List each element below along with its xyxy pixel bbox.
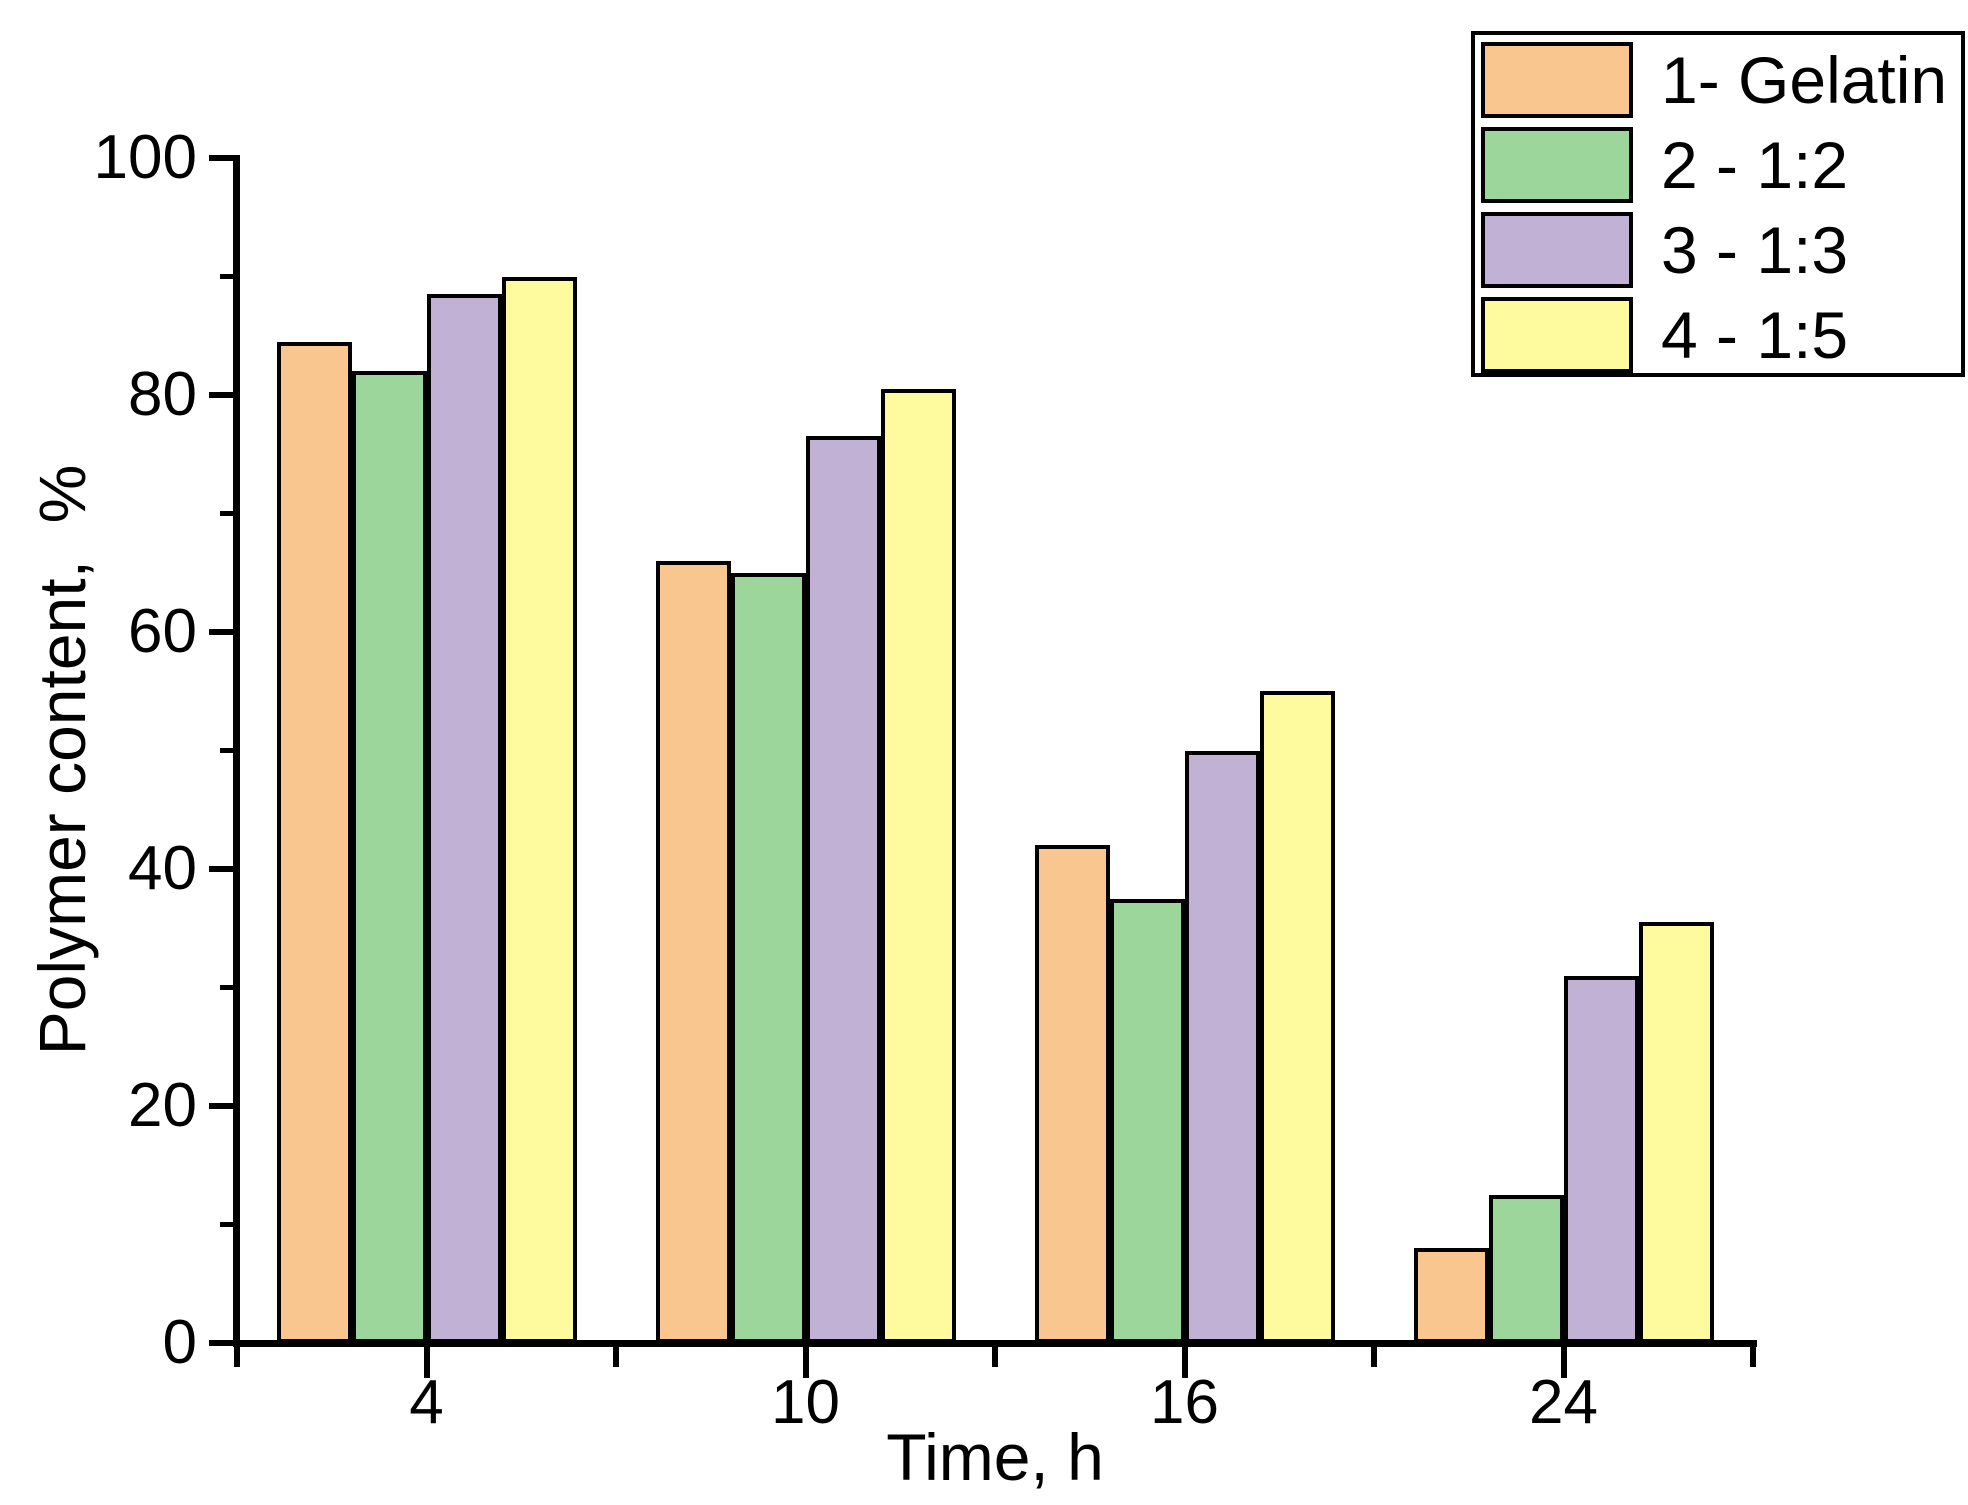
x-minor-tick xyxy=(1750,1347,1756,1367)
legend-swatch xyxy=(1481,212,1633,288)
y-tick-label: 40 xyxy=(128,834,197,903)
bar-16h-3 xyxy=(1184,750,1260,1343)
y-major-tick xyxy=(209,1103,237,1109)
y-major-tick xyxy=(209,629,237,635)
legend-label: 4 - 1:5 xyxy=(1661,298,1849,372)
legend-label: 1- Gelatin xyxy=(1661,43,1948,117)
legend-row: 4 - 1:5 xyxy=(1481,297,1961,373)
bar-16h-2 xyxy=(1109,898,1185,1343)
legend-row: 3 - 1:3 xyxy=(1481,212,1961,288)
bar-10h-3 xyxy=(805,436,881,1343)
x-major-tick xyxy=(423,1347,430,1378)
legend: 1- Gelatin 2 - 1:2 3 - 1:3 4 - 1:5 xyxy=(1471,31,1965,377)
x-tick-label: 4 xyxy=(409,1368,444,1437)
y-tick-label: 100 xyxy=(93,123,197,192)
legend-swatch xyxy=(1481,42,1633,118)
y-major-tick xyxy=(209,866,237,872)
x-major-tick xyxy=(802,1347,809,1378)
x-major-tick xyxy=(1560,1347,1567,1378)
bar-10h-4 xyxy=(880,389,956,1343)
y-tick-label: 60 xyxy=(128,597,197,666)
bar-16h-1 xyxy=(1034,845,1110,1343)
x-axis-line xyxy=(233,1340,1757,1347)
bar-24h-3 xyxy=(1563,975,1639,1343)
y-tick-label: 80 xyxy=(128,360,197,429)
y-tick-label: 0 xyxy=(162,1308,197,1377)
legend-label: 3 - 1:3 xyxy=(1661,213,1849,287)
y-minor-tick xyxy=(220,511,237,516)
x-axis-title: Time, h xyxy=(886,1420,1104,1494)
bar-24h-2 xyxy=(1488,1194,1564,1343)
bar-4h-3 xyxy=(426,294,502,1343)
x-minor-tick xyxy=(992,1347,998,1367)
legend-swatch xyxy=(1481,127,1633,203)
x-tick-label: 24 xyxy=(1529,1368,1598,1437)
y-tick-label: 20 xyxy=(128,1071,197,1140)
bar-24h-4 xyxy=(1638,922,1714,1343)
x-minor-tick xyxy=(234,1347,240,1367)
bar-16h-4 xyxy=(1259,691,1335,1343)
x-minor-tick xyxy=(613,1347,619,1367)
legend-row: 1- Gelatin xyxy=(1481,42,1961,118)
y-major-tick xyxy=(209,1340,237,1346)
y-minor-tick xyxy=(220,274,237,279)
bar-4h-4 xyxy=(501,276,577,1343)
y-axis-title: Polymer content, % xyxy=(25,464,99,1056)
bar-24h-1 xyxy=(1413,1248,1489,1343)
x-major-tick xyxy=(1181,1347,1188,1378)
legend-swatch xyxy=(1481,297,1633,373)
legend-row: 2 - 1:2 xyxy=(1481,127,1961,203)
bar-10h-2 xyxy=(730,572,806,1343)
y-minor-tick xyxy=(220,1222,237,1227)
bar-10h-1 xyxy=(655,560,731,1343)
x-tick-label: 16 xyxy=(1150,1368,1219,1437)
y-major-tick xyxy=(209,392,237,398)
bar-4h-1 xyxy=(276,341,352,1343)
y-major-tick xyxy=(209,155,237,161)
y-minor-tick xyxy=(220,985,237,990)
bar-4h-2 xyxy=(351,371,427,1343)
y-axis-line xyxy=(233,155,240,1347)
x-tick-label: 10 xyxy=(771,1368,840,1437)
y-minor-tick xyxy=(220,748,237,753)
x-minor-tick xyxy=(1371,1347,1377,1367)
legend-label: 2 - 1:2 xyxy=(1661,128,1849,202)
